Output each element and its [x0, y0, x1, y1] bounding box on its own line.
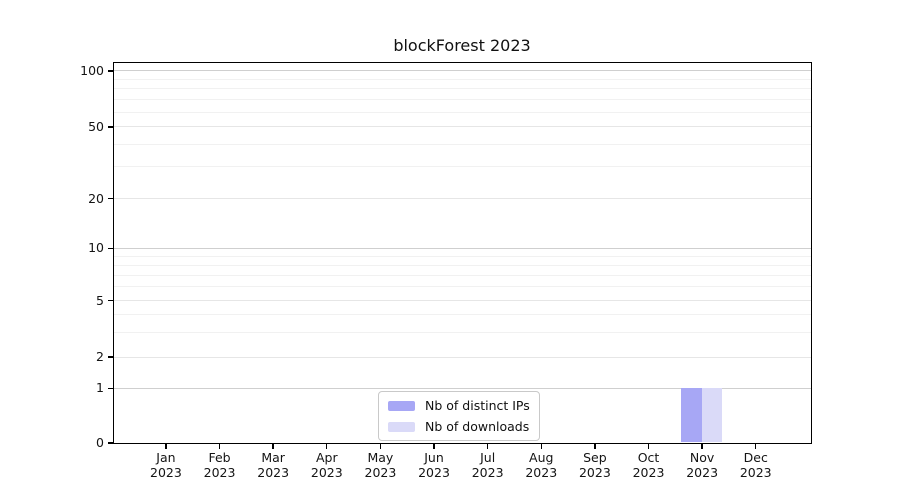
- x-tick-mark: [755, 444, 757, 449]
- y-tick-label: 1: [96, 380, 104, 396]
- x-tick-label-month: Jul: [480, 450, 496, 465]
- x-tick-mark: [379, 444, 382, 449]
- y-tick-mark: [108, 299, 113, 302]
- y-tick-label: 0: [96, 435, 104, 450]
- gridline-y-1: [113, 387, 811, 389]
- legend-item-downloads: Nb of downloads: [388, 419, 530, 434]
- minor-gridline: [113, 78, 811, 80]
- x-tick-label: Apr 2023: [297, 450, 357, 480]
- bar-distinct-ips: [680, 387, 702, 443]
- x-tick-label: Oct 2023: [619, 450, 679, 480]
- x-tick-mark: [701, 444, 703, 449]
- x-tick-label-year: 2023: [418, 465, 450, 480]
- x-tick-label-year: 2023: [632, 465, 665, 480]
- legend-label-distinct-ips: Nb of distinct IPs: [425, 398, 530, 413]
- x-tick-mark: [594, 444, 596, 449]
- bar-downloads: [701, 387, 723, 443]
- x-tick-label-year: 2023: [203, 465, 236, 480]
- minor-gridline: [113, 88, 811, 90]
- x-tick-label-month: Nov: [689, 450, 715, 465]
- x-tick-label-month: Sep: [583, 450, 607, 465]
- gridline-y-50: [113, 126, 811, 128]
- legend-item-distinct-ips: Nb of distinct IPs: [388, 398, 530, 413]
- x-tick-label: Jan 2023: [136, 450, 196, 480]
- y-tick-mark: [108, 70, 113, 72]
- y-tick-mark: [108, 387, 113, 389]
- x-tick-mark: [272, 444, 274, 449]
- x-tick-mark: [647, 444, 650, 449]
- x-tick-label-month: Jun: [424, 450, 444, 465]
- x-tick-label-year: 2023: [257, 465, 290, 480]
- y-tick-mark: [108, 442, 113, 444]
- x-tick-label-month: Jan: [156, 450, 176, 465]
- x-tick-label: Nov 2023: [672, 450, 732, 480]
- x-tick-mark: [486, 444, 489, 449]
- x-tick-label-month: Feb: [208, 450, 231, 465]
- gridline-y-10: [113, 247, 811, 249]
- x-tick-label: Aug 2023: [511, 450, 571, 480]
- x-tick-label: Mar 2023: [243, 450, 303, 480]
- x-tick-label-year: 2023: [310, 465, 343, 480]
- x-tick-mark: [326, 444, 328, 449]
- x-tick-mark: [218, 444, 221, 449]
- minor-gridline: [113, 255, 811, 257]
- gridline-y-2: [113, 356, 811, 358]
- y-tick-mark: [108, 126, 113, 128]
- minor-gridline: [113, 264, 811, 266]
- legend-swatch-distinct-ips: [388, 400, 415, 411]
- minor-gridline: [113, 286, 811, 288]
- x-tick-label: Dec 2023: [726, 450, 786, 480]
- x-tick-label: Jul 2023: [458, 450, 518, 480]
- y-tick-label: 50: [88, 118, 104, 134]
- minor-gridline: [113, 274, 811, 276]
- x-tick-label: Jun 2023: [404, 450, 464, 480]
- chart-title: blockForest 2023: [393, 36, 531, 55]
- y-tick-label: 2: [96, 349, 104, 365]
- legend: Nb of distinct IPs Nb of downloads: [378, 391, 540, 441]
- x-tick-label-month: Apr: [315, 450, 338, 465]
- x-tick-label: Feb 2023: [190, 450, 250, 480]
- minor-gridline: [113, 331, 811, 333]
- gridline-y-5: [113, 300, 811, 301]
- x-tick-label-year: 2023: [578, 465, 611, 480]
- minor-gridline: [113, 99, 811, 101]
- x-tick-label-month: Aug: [529, 450, 554, 465]
- y-tick-mark: [108, 197, 113, 200]
- x-tick-label: May 2023: [350, 450, 410, 480]
- y-tick-label: 20: [88, 190, 104, 206]
- x-tick-label-year: 2023: [364, 465, 397, 480]
- y-tick-mark: [108, 356, 113, 358]
- x-tick-label-year: 2023: [686, 465, 719, 480]
- plot-area: [112, 61, 812, 444]
- legend-label-downloads: Nb of downloads: [425, 419, 530, 434]
- x-tick-mark: [165, 444, 167, 449]
- y-tick-label: 5: [96, 292, 104, 308]
- x-tick-label-year: 2023: [471, 465, 504, 480]
- minor-gridline: [113, 166, 811, 168]
- y-tick-label: 100: [80, 62, 104, 78]
- minor-gridline: [113, 313, 811, 315]
- x-tick-label-month: Mar: [261, 450, 285, 465]
- x-tick-label-year: 2023: [525, 465, 558, 480]
- y-tick-label: 10: [88, 240, 104, 256]
- x-tick-label-month: May: [367, 450, 394, 465]
- x-tick-mark: [433, 444, 435, 449]
- minor-gridline: [113, 111, 811, 113]
- gridline-y-20: [113, 198, 811, 200]
- legend-swatch-downloads: [388, 421, 415, 432]
- x-tick-label: Sep 2023: [565, 450, 625, 480]
- x-tick-label-month: Dec: [743, 450, 768, 465]
- y-tick-mark: [108, 247, 113, 250]
- x-tick-mark: [540, 444, 542, 449]
- x-tick-label-year: 2023: [739, 465, 772, 480]
- minor-gridline: [113, 143, 811, 145]
- x-tick-label-year: 2023: [150, 465, 182, 480]
- x-tick-label-month: Oct: [637, 450, 660, 465]
- gridline-y-100: [113, 70, 811, 72]
